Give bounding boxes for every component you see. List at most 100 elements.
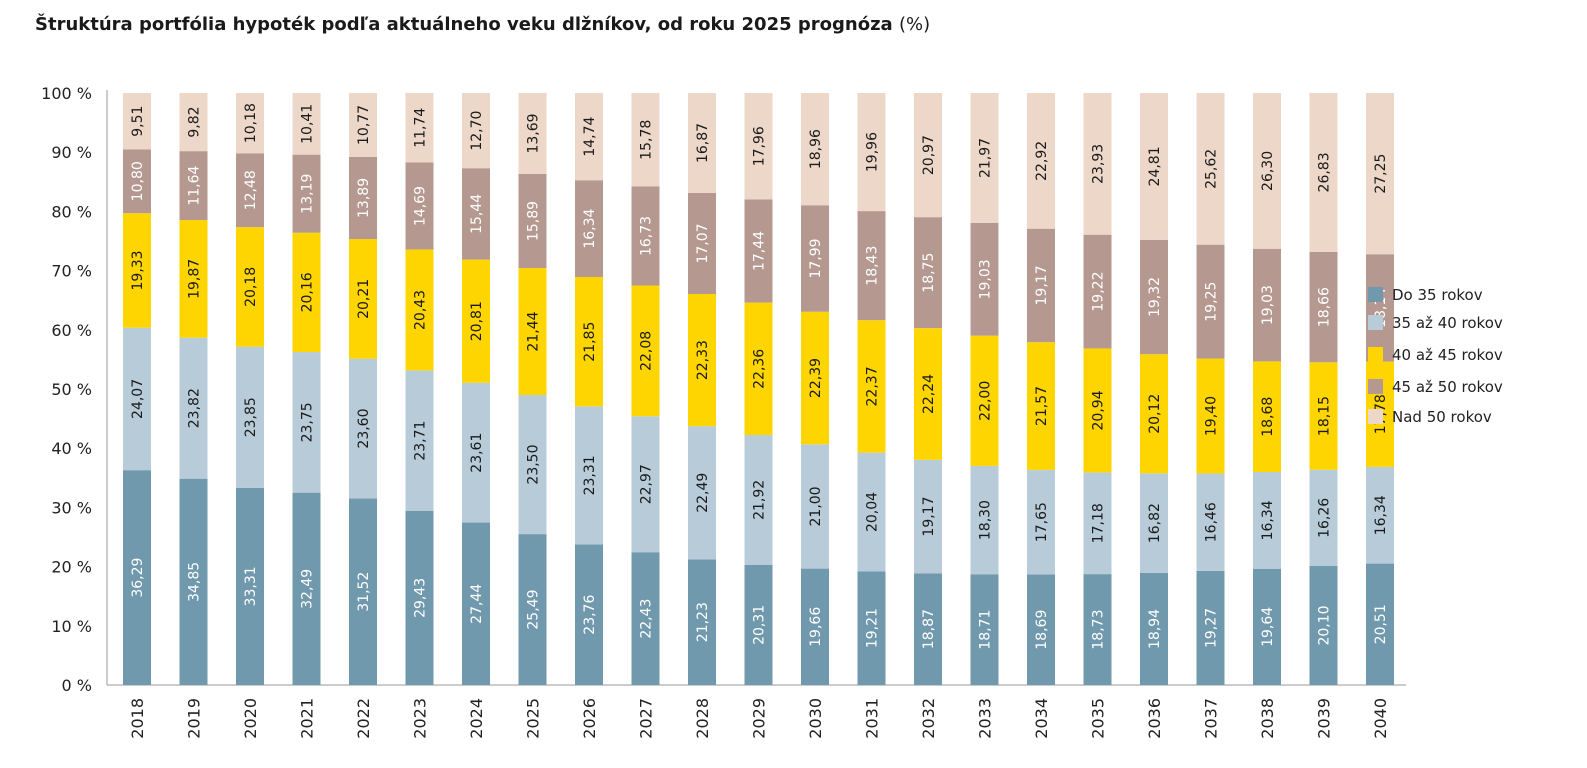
legend-label: 40 až 45 rokov xyxy=(1392,346,1503,364)
bar-segment xyxy=(575,406,603,545)
data-label: 23,31 xyxy=(582,455,598,495)
y-tick-label: 100 % xyxy=(41,84,92,103)
bar-segment xyxy=(1253,93,1281,249)
data-label: 10,77 xyxy=(356,105,372,145)
bar-segment xyxy=(179,151,208,221)
legend-swatch xyxy=(1368,287,1383,302)
data-label: 23,75 xyxy=(300,402,316,442)
data-label: 22,43 xyxy=(639,599,655,639)
bar-segment xyxy=(1140,93,1168,240)
data-label: 18,43 xyxy=(865,246,881,286)
bar-segment xyxy=(236,227,264,347)
data-label: 20,51 xyxy=(1373,604,1389,644)
data-label: 22,08 xyxy=(639,331,655,371)
legend-swatch xyxy=(1368,409,1383,424)
data-label: 21,57 xyxy=(1034,386,1050,426)
bar-segment xyxy=(405,370,434,511)
bar-segment xyxy=(801,311,829,445)
bar-segment xyxy=(1309,251,1338,363)
bar-segment xyxy=(857,211,886,321)
bar-segment xyxy=(1083,234,1112,349)
data-label: 10,41 xyxy=(300,104,316,144)
legend-label: 45 až 50 rokov xyxy=(1392,378,1503,396)
y-tick-label: 20 % xyxy=(51,558,92,577)
bar-segment xyxy=(1027,93,1055,229)
y-tick-label: 40 % xyxy=(51,439,92,458)
bar-segment xyxy=(518,173,547,269)
bar-segment xyxy=(857,320,886,453)
data-label: 20,10 xyxy=(1317,605,1333,645)
bar-segment xyxy=(1083,93,1112,235)
bar-segment xyxy=(518,93,547,174)
legend-swatch xyxy=(1368,379,1383,394)
data-label: 19,32 xyxy=(1147,277,1163,317)
data-label: 14,69 xyxy=(413,186,429,226)
x-tick-label: 2018 xyxy=(128,698,147,739)
bar-segment xyxy=(857,93,886,212)
data-label: 25,62 xyxy=(1204,149,1220,189)
data-label: 18,15 xyxy=(1317,396,1333,436)
y-tick-label: 70 % xyxy=(51,262,92,281)
bar-segment xyxy=(1309,93,1338,252)
bar-segment xyxy=(518,268,547,395)
data-label: 11,74 xyxy=(413,108,429,148)
bar-segment xyxy=(744,434,773,565)
data-label: 22,36 xyxy=(752,349,768,389)
bar-segment xyxy=(744,199,773,303)
data-label: 27,44 xyxy=(469,584,485,624)
bar-segment xyxy=(462,93,490,169)
data-label: 17,96 xyxy=(752,126,768,166)
data-label: 34,85 xyxy=(187,562,203,602)
data-label: 18,96 xyxy=(808,129,824,169)
bar-segment xyxy=(1140,473,1168,573)
data-label: 18,71 xyxy=(978,610,994,650)
bar-segment xyxy=(631,93,660,187)
data-label: 26,30 xyxy=(1260,151,1276,191)
data-label: 21,92 xyxy=(752,480,768,520)
bar-segment xyxy=(688,426,716,560)
data-label: 19,17 xyxy=(921,496,937,536)
y-tick-label: 80 % xyxy=(51,202,92,221)
data-label: 19,64 xyxy=(1260,607,1276,647)
bar-segment xyxy=(744,564,773,685)
data-label: 15,78 xyxy=(639,120,655,160)
bar-segment xyxy=(857,452,886,572)
bar-segment xyxy=(405,510,434,685)
bar-segment xyxy=(801,444,829,569)
bar-segment xyxy=(1253,471,1281,569)
data-label: 26,83 xyxy=(1317,152,1333,192)
data-label: 24,07 xyxy=(130,379,146,419)
bar-segment xyxy=(1366,563,1394,685)
bar-segment xyxy=(292,352,321,493)
bar-segment xyxy=(970,93,999,224)
x-tick-label: 2038 xyxy=(1258,698,1277,739)
bar-segment xyxy=(236,93,264,154)
bar-segment xyxy=(179,93,208,152)
bar-segment xyxy=(462,522,490,685)
bar-segment xyxy=(292,232,321,353)
data-label: 23,93 xyxy=(1091,144,1107,184)
bar-segment xyxy=(1196,473,1225,571)
data-label: 9,82 xyxy=(187,106,203,137)
bar-segment xyxy=(1027,342,1055,470)
data-label: 19,17 xyxy=(1034,265,1050,305)
data-label: 16,34 xyxy=(1373,495,1389,535)
data-label: 17,44 xyxy=(752,231,768,271)
bar-segment xyxy=(518,534,547,685)
bar-segment xyxy=(914,328,942,460)
bar-segment xyxy=(631,552,660,685)
bar-segment xyxy=(1027,469,1055,575)
data-label: 15,44 xyxy=(469,194,485,234)
data-label: 22,49 xyxy=(695,473,711,513)
bar-segment xyxy=(688,93,716,193)
data-label: 19,03 xyxy=(1260,285,1276,325)
bar-segment xyxy=(1253,361,1281,472)
data-label: 18,66 xyxy=(1317,287,1333,327)
x-tick-label: 2022 xyxy=(354,698,373,739)
bar-segment xyxy=(405,162,434,250)
bar-segment xyxy=(292,154,321,233)
x-tick-label: 2026 xyxy=(580,698,599,739)
data-label: 20,04 xyxy=(865,492,881,532)
data-label: 19,96 xyxy=(865,132,881,172)
